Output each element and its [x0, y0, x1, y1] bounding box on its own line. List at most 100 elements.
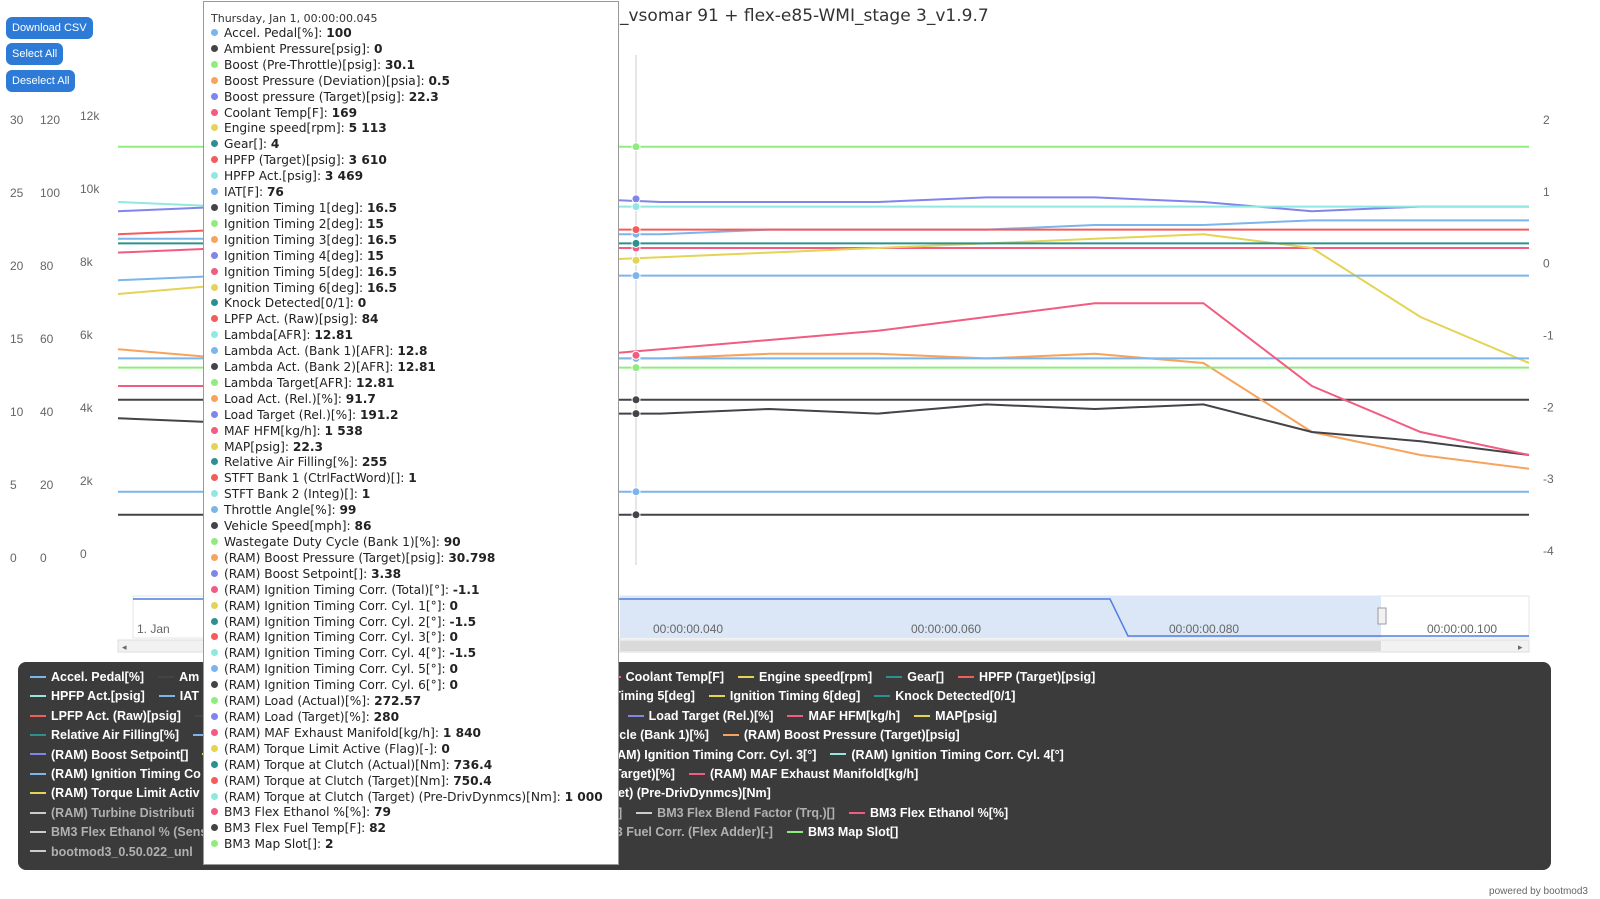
legend-label: (RAM) Ignition Timing Corr. Cyl. 4[°] [851, 747, 1064, 762]
legend-item[interactable]: Ignition Timing 6[deg] [708, 689, 860, 703]
series-dot-icon [211, 617, 218, 625]
y-axis-tick-label: 0 [40, 551, 47, 565]
legend-item[interactable]: Load Target (Rel.)[%] [627, 709, 773, 723]
legend-item[interactable]: Accel. Pedal[%] [30, 670, 144, 684]
legend-item[interactable]: Knock Detected[0/1] [874, 689, 1015, 703]
legend-label: (RAM) Turbine Distributi [51, 805, 195, 820]
legend-swatch [30, 792, 46, 795]
series-marker [631, 194, 641, 204]
tooltip-value: 16.5 [366, 200, 398, 215]
y-axis-tick-label: 60 [40, 332, 54, 346]
scroll-left-icon[interactable]: ◂ [122, 642, 127, 652]
legend-item[interactable]: Relative Air Filling[%] [30, 728, 179, 742]
tooltip-row: HPFP (Target)[psig]: 3 610 [211, 153, 618, 169]
series-dot-icon [211, 76, 218, 84]
legend-item[interactable]: bootmod3_0.50.022_unl [30, 845, 193, 859]
legend-item[interactable]: (RAM) Ignition Timing Co [30, 767, 201, 781]
tooltip-label: HPFP Act.[psig]: [224, 169, 325, 184]
legend-item[interactable]: MAP[psig] [914, 709, 997, 723]
tooltip-row: Boost Pressure (Deviation)[psia]: 0.5 [211, 74, 618, 90]
legend-item[interactable]: (RAM) MAF Exhaust Manifold[kg/h] [688, 767, 918, 781]
tooltip-label: (RAM) Torque at Clutch (Actual)[Nm]: [224, 757, 454, 772]
series-dot-icon [211, 490, 218, 498]
series-dot-icon [211, 633, 218, 641]
tooltip-row: (RAM) Ignition Timing Corr. Cyl. 3[°]: 0 [211, 630, 618, 646]
legend-label: IAT [179, 689, 199, 704]
right-axis-tick-label: 0 [1543, 257, 1550, 271]
legend-swatch [193, 733, 210, 736]
tooltip-row: Load Act. (Rel.)[%]: 91.7 [211, 392, 618, 408]
tooltip-label: Relative Air Filling[%]: [224, 455, 362, 470]
tooltip-value: -1.5 [449, 614, 477, 629]
tooltip-value: 16.5 [366, 264, 398, 279]
series-dot-icon [211, 808, 218, 816]
tooltip-value: 12.81 [355, 375, 395, 390]
right-axis-tick-label: 2 [1543, 113, 1550, 127]
legend-label: Knock Detected[0/1] [895, 689, 1016, 704]
legend-label: Relative Air Filling[%] [51, 728, 180, 743]
navigator-selection[interactable] [620, 596, 1381, 638]
tooltip-row: Wastegate Duty Cycle (Bank 1)[%]: 90 [211, 535, 618, 551]
tooltip-label: (RAM) Ignition Timing Corr. (Total)[°]: [224, 582, 453, 597]
legend-item[interactable]: BM3 Map Slot[] [786, 825, 898, 839]
series-dot-icon [211, 299, 218, 307]
scroll-right-icon[interactable]: ▸ [1518, 642, 1523, 652]
tooltip-value: 272.57 [374, 694, 422, 709]
tooltip-label: Ignition Timing 6[deg]: [224, 280, 367, 295]
tooltip-value: 16.5 [366, 232, 398, 247]
tooltip-row: Lambda[AFR]: 12.81 [211, 328, 618, 344]
deselect-all-button[interactable]: Deselect All [6, 70, 76, 92]
tooltip-value: 0 [449, 678, 458, 693]
legend-label: BM3 Fuel Corr. (Flex Adder)[-] [596, 825, 773, 840]
tooltip-label: Boost pressure (Target)[psig]: [224, 89, 409, 104]
legend-item[interactable]: (RAM) Ignition Timing Corr. Cyl. 4[°] [830, 747, 1064, 762]
tooltip-label: Lambda[AFR]: [224, 328, 315, 343]
tooltip-label: Ignition Timing 4[deg]: [224, 248, 367, 263]
legend-label: (RAM) Ignition Timing Co [51, 767, 201, 781]
tooltip-row: BM3 Map Slot[]: 2 [211, 837, 618, 853]
tooltip-row: Ignition Timing 3[deg]: 16.5 [211, 233, 618, 249]
legend-item[interactable]: Engine speed[rpm] [738, 670, 872, 684]
legend-item[interactable]: HPFP Act.[psig] [30, 689, 145, 703]
legend-item[interactable]: MAF HFM[kg/h] [787, 709, 900, 723]
series-dot-icon [211, 172, 218, 180]
tooltip-row: Knock Detected[0/1]: 0 [211, 296, 618, 312]
navigator-handle-right[interactable] [1377, 607, 1387, 625]
legend-item[interactable]: (RAM) Turbine Distributi [30, 806, 195, 820]
download-csv-button[interactable]: Download CSV [6, 17, 93, 39]
tooltip-label: BM3 Flex Fuel Temp[F]: [224, 821, 370, 836]
tooltip-label: STFT Bank 1 (CtrlFactWord)[]: [224, 471, 409, 486]
tooltip-value: 3.38 [371, 566, 402, 581]
legend-label: Engine speed[rpm] [759, 670, 873, 684]
legend-item[interactable]: Am [158, 670, 199, 684]
legend-swatch [830, 753, 847, 756]
tooltip-label: Boost (Pre-Throttle)[psig]: [224, 57, 385, 72]
tooltip-value: 0 [357, 296, 367, 311]
tooltip-label: Ignition Timing 2[deg]: [224, 216, 367, 231]
series-dot-icon [211, 315, 218, 323]
series-dot-icon [211, 585, 218, 593]
navigator-series [133, 598, 1529, 637]
tooltip-label: Coolant Temp[F]: [224, 105, 332, 120]
tooltip-row: (RAM) Ignition Timing Corr. (Total)[°]: … [211, 583, 618, 599]
legend-item[interactable]: (RAM) Boost Setpoint[] [30, 748, 188, 762]
legend-item[interactable]: Coolant Temp[F] [604, 670, 724, 684]
legend-item[interactable]: BM3 Flex Ethanol %[%] [848, 806, 1008, 820]
legend-item[interactable]: BM3 Flex Ethanol % (Sens [30, 825, 207, 839]
legend-swatch [708, 695, 725, 698]
legend-item[interactable]: Gear[] [886, 670, 944, 684]
tooltip-label: Engine speed[rpm]: [224, 121, 349, 136]
legend-item[interactable]: (RAM) Boost Pressure (Target)[psig] [722, 728, 960, 742]
legend-item[interactable]: BM3 Flex Blend Factor (Trq.)[] [636, 806, 835, 820]
legend-item[interactable]: (RAM) Torque Limit Activ [30, 786, 200, 800]
tooltip-value: 12.81 [397, 360, 436, 375]
legend-item[interactable]: LPFP Act. (Raw)[psig] [30, 709, 181, 723]
legend-item[interactable]: IAT [158, 689, 199, 704]
right-axis: 2 1 0 -1 -2 -3 -4 [1543, 113, 1554, 558]
navigator-scrollbar-thumb[interactable] [620, 641, 1381, 651]
select-all-button[interactable]: Select All [6, 43, 64, 65]
tooltip-row: Accel. Pedal[%]: 100 [211, 26, 618, 42]
tooltip-label: (RAM) Ignition Timing Corr. Cyl. 2[°]: [224, 614, 450, 629]
navigator-tick-label: 00:00:00.080 [1169, 622, 1239, 636]
legend-item[interactable]: HPFP (Target)[psig] [958, 670, 1095, 684]
